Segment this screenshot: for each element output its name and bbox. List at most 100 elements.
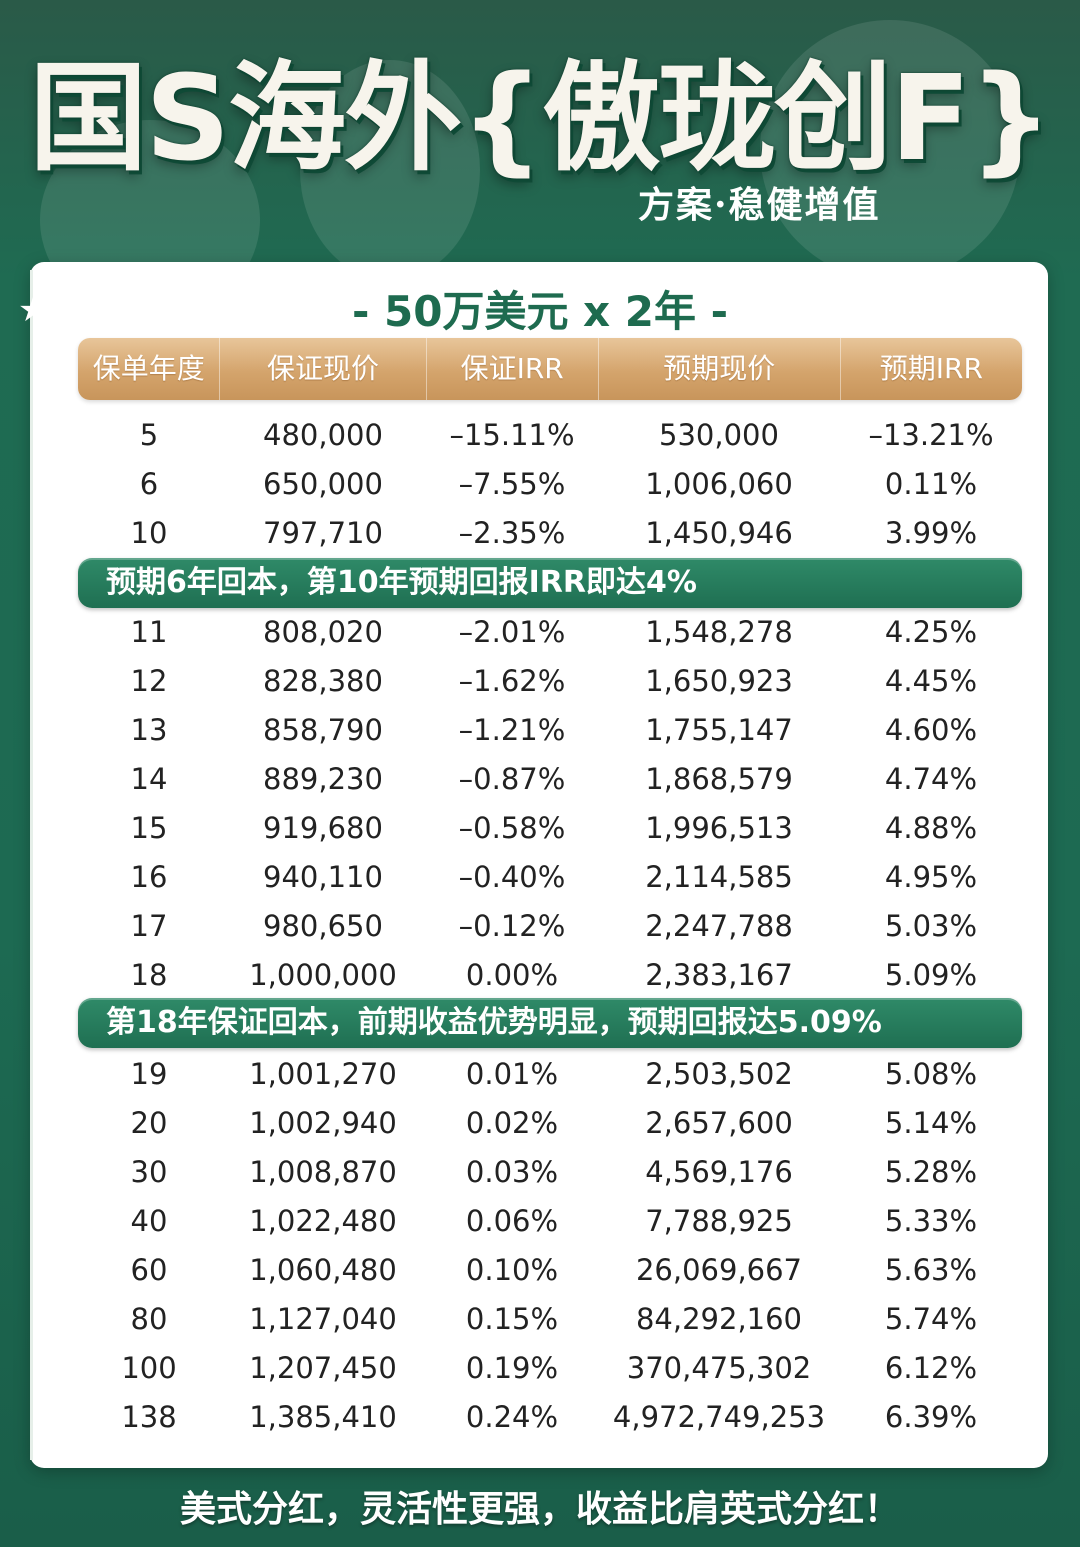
table-body-group-1: 5 480,000 –15.11% 530,000 –13.21% 6 650,000 –7.… <box>78 411 1022 558</box>
card-spine-decoration <box>30 270 44 1460</box>
expected-irr-cell: 5.09% <box>884 958 978 992</box>
guaranteed-value-cell: 1,002,940 <box>249 1106 397 1140</box>
expected-irr-cell: –13.21% <box>868 418 994 452</box>
guaranteed-value-cell: 1,001,270 <box>249 1057 397 1091</box>
expected-value-cell: 370,475,302 <box>626 1351 812 1385</box>
expected-irr-cell: 5.28% <box>884 1155 978 1189</box>
guaranteed-irr-cell: –0.12% <box>458 909 566 943</box>
policy-year-cell: 14 <box>130 762 168 796</box>
guaranteed-value-cell: 980,650 <box>263 909 383 943</box>
guaranteed-irr-cell: –0.40% <box>458 860 566 894</box>
guaranteed-value-cell: 858,790 <box>263 713 383 747</box>
guaranteed-irr-cell: 0.00% <box>465 958 559 992</box>
guaranteed-irr-cell: 0.15% <box>465 1302 559 1336</box>
star-icon: ★ <box>18 290 49 330</box>
policy-year-cell: 13 <box>130 713 168 747</box>
table-row: 16 940,110 –0.40% 2,114,585 4.95% <box>78 853 1022 902</box>
guaranteed-value-cell: 889,230 <box>263 762 383 796</box>
policy-year-cell: 40 <box>130 1204 168 1238</box>
policy-year-cell: 16 <box>130 860 168 894</box>
guaranteed-value-cell: 940,110 <box>263 860 383 894</box>
guaranteed-value-cell: 1,000,000 <box>249 958 397 992</box>
expected-value-cell: 7,788,925 <box>645 1204 793 1238</box>
background-photo <box>0 0 1080 280</box>
expected-irr-cell: 6.12% <box>884 1351 978 1385</box>
guaranteed-irr-cell: –2.01% <box>458 615 566 649</box>
table-row: 20 1,002,940 0.02% 2,657,600 5.14% <box>78 1099 1022 1148</box>
expected-irr-cell: 4.45% <box>884 664 978 698</box>
guaranteed-value-cell: 480,000 <box>263 418 383 452</box>
expected-value-cell: 4,569,176 <box>645 1155 793 1189</box>
guaranteed-value-cell: 1,022,480 <box>249 1204 397 1238</box>
expected-irr-cell: 4.60% <box>884 713 978 747</box>
table-row: 80 1,127,040 0.15% 84,292,160 5.74% <box>78 1295 1022 1344</box>
guaranteed-irr-cell: –0.87% <box>458 762 566 796</box>
guaranteed-value-cell: 1,008,870 <box>249 1155 397 1189</box>
expected-value-cell: 1,548,278 <box>645 615 793 649</box>
expected-value-cell: 4,972,749,253 <box>612 1400 826 1434</box>
expected-irr-cell: 5.03% <box>884 909 978 943</box>
column-header-guaranteed-irr: 保证IRR <box>427 338 599 400</box>
table-header: 保单年度 保证现价 保证IRR 预期现价 预期IRR <box>78 338 1022 400</box>
table-card <box>30 262 1048 1468</box>
expected-value-cell: 1,450,946 <box>645 516 793 550</box>
guaranteed-value-cell: 1,385,410 <box>249 1400 397 1434</box>
policy-year-cell: 5 <box>139 418 159 452</box>
guaranteed-irr-cell: –15.11% <box>449 418 575 452</box>
expected-irr-cell: 5.14% <box>884 1106 978 1140</box>
table-row: 15 919,680 –0.58% 1,996,513 4.88% <box>78 804 1022 853</box>
expected-irr-cell: 0.11% <box>884 467 978 501</box>
expected-value-cell: 1,650,923 <box>645 664 793 698</box>
policy-year-cell: 100 <box>121 1351 177 1385</box>
banner-text: 第18年保证回本，前期收益优势明显，预期回报达5.09% <box>106 1005 882 1040</box>
expected-irr-cell: 4.88% <box>884 811 978 845</box>
guaranteed-irr-cell: 0.03% <box>465 1155 559 1189</box>
policy-year-cell: 19 <box>130 1057 168 1091</box>
expected-value-cell: 26,069,667 <box>635 1253 803 1287</box>
expected-irr-cell: 4.25% <box>884 615 978 649</box>
guaranteed-value-cell: 650,000 <box>263 467 383 501</box>
expected-irr-cell: 4.74% <box>884 762 978 796</box>
table-row: 18 1,000,000 0.00% 2,383,167 5.09% <box>78 951 1022 1000</box>
expected-value-cell: 530,000 <box>659 418 779 452</box>
expected-value-cell: 2,114,585 <box>645 860 793 894</box>
expected-value-cell: 2,247,788 <box>645 909 793 943</box>
guaranteed-irr-cell: –1.62% <box>458 664 566 698</box>
expected-value-cell: 2,503,502 <box>645 1057 793 1091</box>
guaranteed-irr-cell: –1.21% <box>458 713 566 747</box>
guaranteed-irr-cell: 0.06% <box>465 1204 559 1238</box>
expected-irr-cell: 3.99% <box>884 516 978 550</box>
policy-year-cell: 6 <box>139 467 159 501</box>
expected-irr-cell: 5.08% <box>884 1057 978 1091</box>
table-row: 100 1,207,450 0.19% 370,475,302 6.12% <box>78 1344 1022 1393</box>
table-row: 10 797,710 –2.35% 1,450,946 3.99% <box>78 509 1022 558</box>
column-header-policy-year: 保单年度 <box>78 338 221 400</box>
policy-year-cell: 138 <box>121 1400 177 1434</box>
highlight-banner-1: 预期6年回本，第10年预期回报IRR即达4% <box>78 558 1022 608</box>
guaranteed-value-cell: 1,207,450 <box>249 1351 397 1385</box>
guaranteed-irr-cell: –2.35% <box>458 516 566 550</box>
table-row: 5 480,000 –15.11% 530,000 –13.21% <box>78 411 1022 460</box>
expected-value-cell: 84,292,160 <box>635 1302 803 1336</box>
table-row: 14 889,230 –0.87% 1,868,579 4.74% <box>78 755 1022 804</box>
table-row: 40 1,022,480 0.06% 7,788,925 5.33% <box>78 1197 1022 1246</box>
expected-irr-cell: 5.63% <box>884 1253 978 1287</box>
column-header-expected-value: 预期现价 <box>599 338 841 400</box>
table-row: 30 1,008,870 0.03% 4,569,176 5.28% <box>78 1148 1022 1197</box>
column-header-expected-irr: 预期IRR <box>879 352 983 385</box>
expected-irr-cell: 5.33% <box>884 1204 978 1238</box>
expected-irr-cell: 5.74% <box>884 1302 978 1336</box>
expected-value-cell: 1,996,513 <box>645 811 793 845</box>
expected-value-cell: 1,868,579 <box>645 762 793 796</box>
table-row: 12 828,380 –1.62% 1,650,923 4.45% <box>78 657 1022 706</box>
expected-value-cell: 1,006,060 <box>645 467 793 501</box>
expected-irr-cell: 6.39% <box>884 1400 978 1434</box>
policy-year-cell: 12 <box>130 664 168 698</box>
policy-year-cell: 80 <box>130 1302 168 1336</box>
expected-value-cell: 2,657,600 <box>645 1106 793 1140</box>
plan-title: - 50万美元 x 2年 - <box>351 287 729 336</box>
guaranteed-value-cell: 808,020 <box>263 615 383 649</box>
guaranteed-irr-cell: 0.24% <box>465 1400 559 1434</box>
guaranteed-value-cell: 1,127,040 <box>249 1302 397 1336</box>
policy-year-cell: 30 <box>130 1155 168 1189</box>
